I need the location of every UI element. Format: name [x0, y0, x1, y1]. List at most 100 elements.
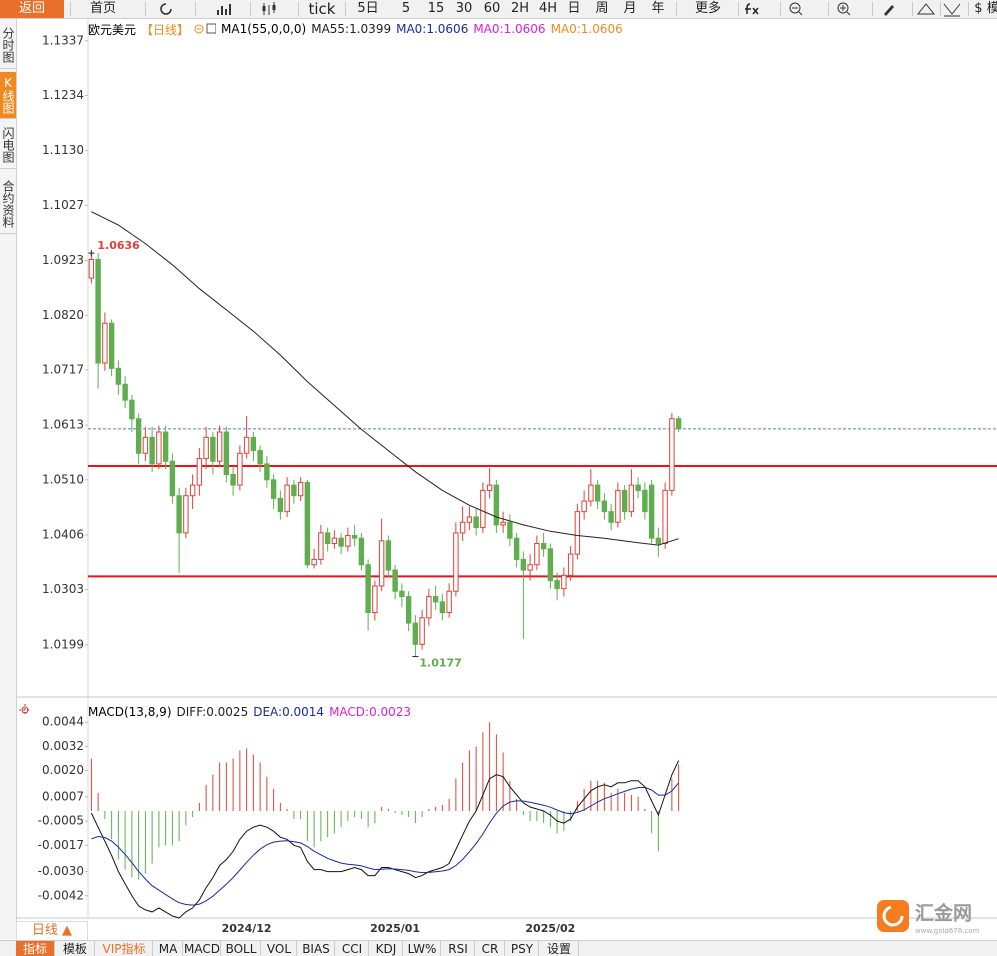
- triangle-icon[interactable]: [916, 3, 936, 15]
- zoom-out-icon[interactable]: [789, 2, 801, 14]
- candle-body: [534, 542, 540, 566]
- y-tick-label: -0.0042: [38, 888, 84, 902]
- candle-body: [615, 489, 621, 523]
- collapse-icon[interactable]: [194, 24, 204, 34]
- candle-body: [378, 540, 385, 587]
- y-tick-label: 1.0717: [42, 362, 84, 376]
- macd-legend: DEA:0.0014: [253, 705, 325, 719]
- toolbar-separator: [676, 2, 677, 16]
- candle-body: [372, 585, 378, 614]
- candle-body: [507, 521, 513, 539]
- indicator-tab[interactable]: VOL: [262, 941, 297, 956]
- candle-body: [561, 574, 567, 590]
- candle-body: [588, 484, 594, 502]
- candle-body: [365, 564, 371, 614]
- indicator-tab[interactable]: 设置: [540, 941, 579, 956]
- period-tab-label: 2H: [510, 1, 530, 16]
- side-tab[interactable]: K线图: [0, 72, 16, 119]
- y-tick-label: 0.0007: [42, 789, 84, 803]
- candle-body: [669, 418, 675, 491]
- toolbar-separator: [345, 2, 346, 16]
- period-tab[interactable]: 30: [452, 0, 476, 18]
- candle-body: [264, 463, 270, 481]
- indicator-tab[interactable]: 模板: [56, 941, 95, 956]
- bars-icon[interactable]: [217, 4, 231, 15]
- indicator-name: MA1(55,0,0,0): [221, 22, 307, 36]
- candle-body: [331, 537, 338, 544]
- candle-body: [351, 535, 358, 539]
- candle-body: [540, 542, 547, 550]
- indicator-tab[interactable]: KDJ: [370, 941, 403, 956]
- last-button[interactable]: $ 模: [972, 0, 997, 18]
- period-tab[interactable]: 5: [396, 0, 416, 18]
- period-tab[interactable]: 2H: [508, 0, 532, 18]
- macd-line: [90, 760, 680, 919]
- toolbar-separator: [780, 2, 781, 16]
- period-tab[interactable]: 5日: [354, 0, 382, 18]
- candle-body: [419, 617, 425, 645]
- zoom-in-icon[interactable]: [837, 2, 849, 14]
- indicator-tab[interactable]: VIP指标: [96, 941, 153, 956]
- indicator-tab[interactable]: PSY: [506, 941, 539, 956]
- period-tab[interactable]: 年: [648, 0, 668, 18]
- home-button[interactable]: 首页: [80, 0, 126, 18]
- ma-legend: MA55:1.0399: [311, 22, 392, 36]
- period-button[interactable]: 日线 ▲: [16, 921, 88, 941]
- fx-icon[interactable]: [745, 3, 759, 15]
- side-tab[interactable]: 分时图: [0, 22, 16, 69]
- indicator-tab[interactable]: CCI: [336, 941, 369, 956]
- indicator-tab[interactable]: RSI: [442, 941, 475, 956]
- period-button-label: 日线 ▲: [31, 923, 73, 938]
- candle-body: [324, 532, 331, 544]
- indicator-tab[interactable]: BOLL: [222, 941, 261, 956]
- side-tab[interactable]: 闪电图: [0, 122, 16, 169]
- y-tick-label: 1.0510: [42, 472, 84, 486]
- toolbar-separator: [70, 2, 71, 16]
- toolbar-separator: [195, 2, 196, 16]
- macd-settings-icon[interactable]: [19, 704, 31, 716]
- side-tab[interactable]: 合约资料: [0, 175, 16, 234]
- refresh-icon[interactable]: [160, 3, 172, 15]
- kline-header: 欧元美元 【日线】 MA1(55,0,0,0) MA55:1.0399 MA0:1…: [88, 21, 623, 37]
- period-tab[interactable]: 日: [564, 0, 584, 18]
- zoom-in-plus: [798, 5, 851, 16]
- period-tab[interactable]: 15: [424, 0, 448, 18]
- candle-body: [102, 322, 108, 364]
- indicator-tab[interactable]: BIAS: [298, 941, 335, 956]
- candle-icon-body: [272, 5, 276, 10]
- candle-body: [95, 259, 101, 364]
- y-tick-label: 1.0199: [42, 637, 84, 651]
- period-tab[interactable]: 月: [620, 0, 640, 18]
- indicator-tab[interactable]: MACD: [184, 941, 221, 956]
- candle-body: [162, 431, 169, 462]
- indicator-tab[interactable]: MA: [154, 941, 183, 956]
- indicator-tab[interactable]: 指标: [16, 941, 55, 956]
- period-tab[interactable]: 60: [480, 0, 504, 18]
- period-tab[interactable]: 周: [592, 0, 612, 18]
- candle-body: [466, 516, 473, 523]
- ma-legend: MA0:1.0606: [550, 22, 623, 36]
- candle-body: [628, 484, 635, 513]
- period-tab-label: 日: [567, 1, 581, 16]
- y-tick-label: 0.0044: [42, 715, 84, 729]
- logo-ring: [882, 905, 904, 927]
- pen-icon[interactable]: [884, 5, 894, 16]
- candle-body: [601, 500, 608, 513]
- y-tick-label: 1.0303: [42, 582, 84, 596]
- more-button[interactable]: 更多: [685, 0, 731, 18]
- candle-body: [426, 596, 432, 619]
- candle-body: [311, 558, 317, 566]
- period-tab[interactable]: 4H: [536, 0, 560, 18]
- back-button[interactable]: 返回: [0, 0, 64, 18]
- candle-body: [574, 511, 581, 555]
- indicator-icon[interactable]: [206, 23, 217, 34]
- period-tab[interactable]: tick: [306, 0, 338, 18]
- toolbar-separator: [145, 2, 146, 16]
- y-tick-label: 1.0406: [42, 528, 84, 542]
- indicator-tab[interactable]: CR: [476, 941, 505, 956]
- ma-legend: MA0:1.0606: [473, 22, 546, 36]
- candle-body: [230, 473, 236, 486]
- indicator-tab[interactable]: LW%: [404, 941, 441, 956]
- triangle-icon[interactable]: [943, 3, 961, 17]
- candle-body: [547, 548, 554, 582]
